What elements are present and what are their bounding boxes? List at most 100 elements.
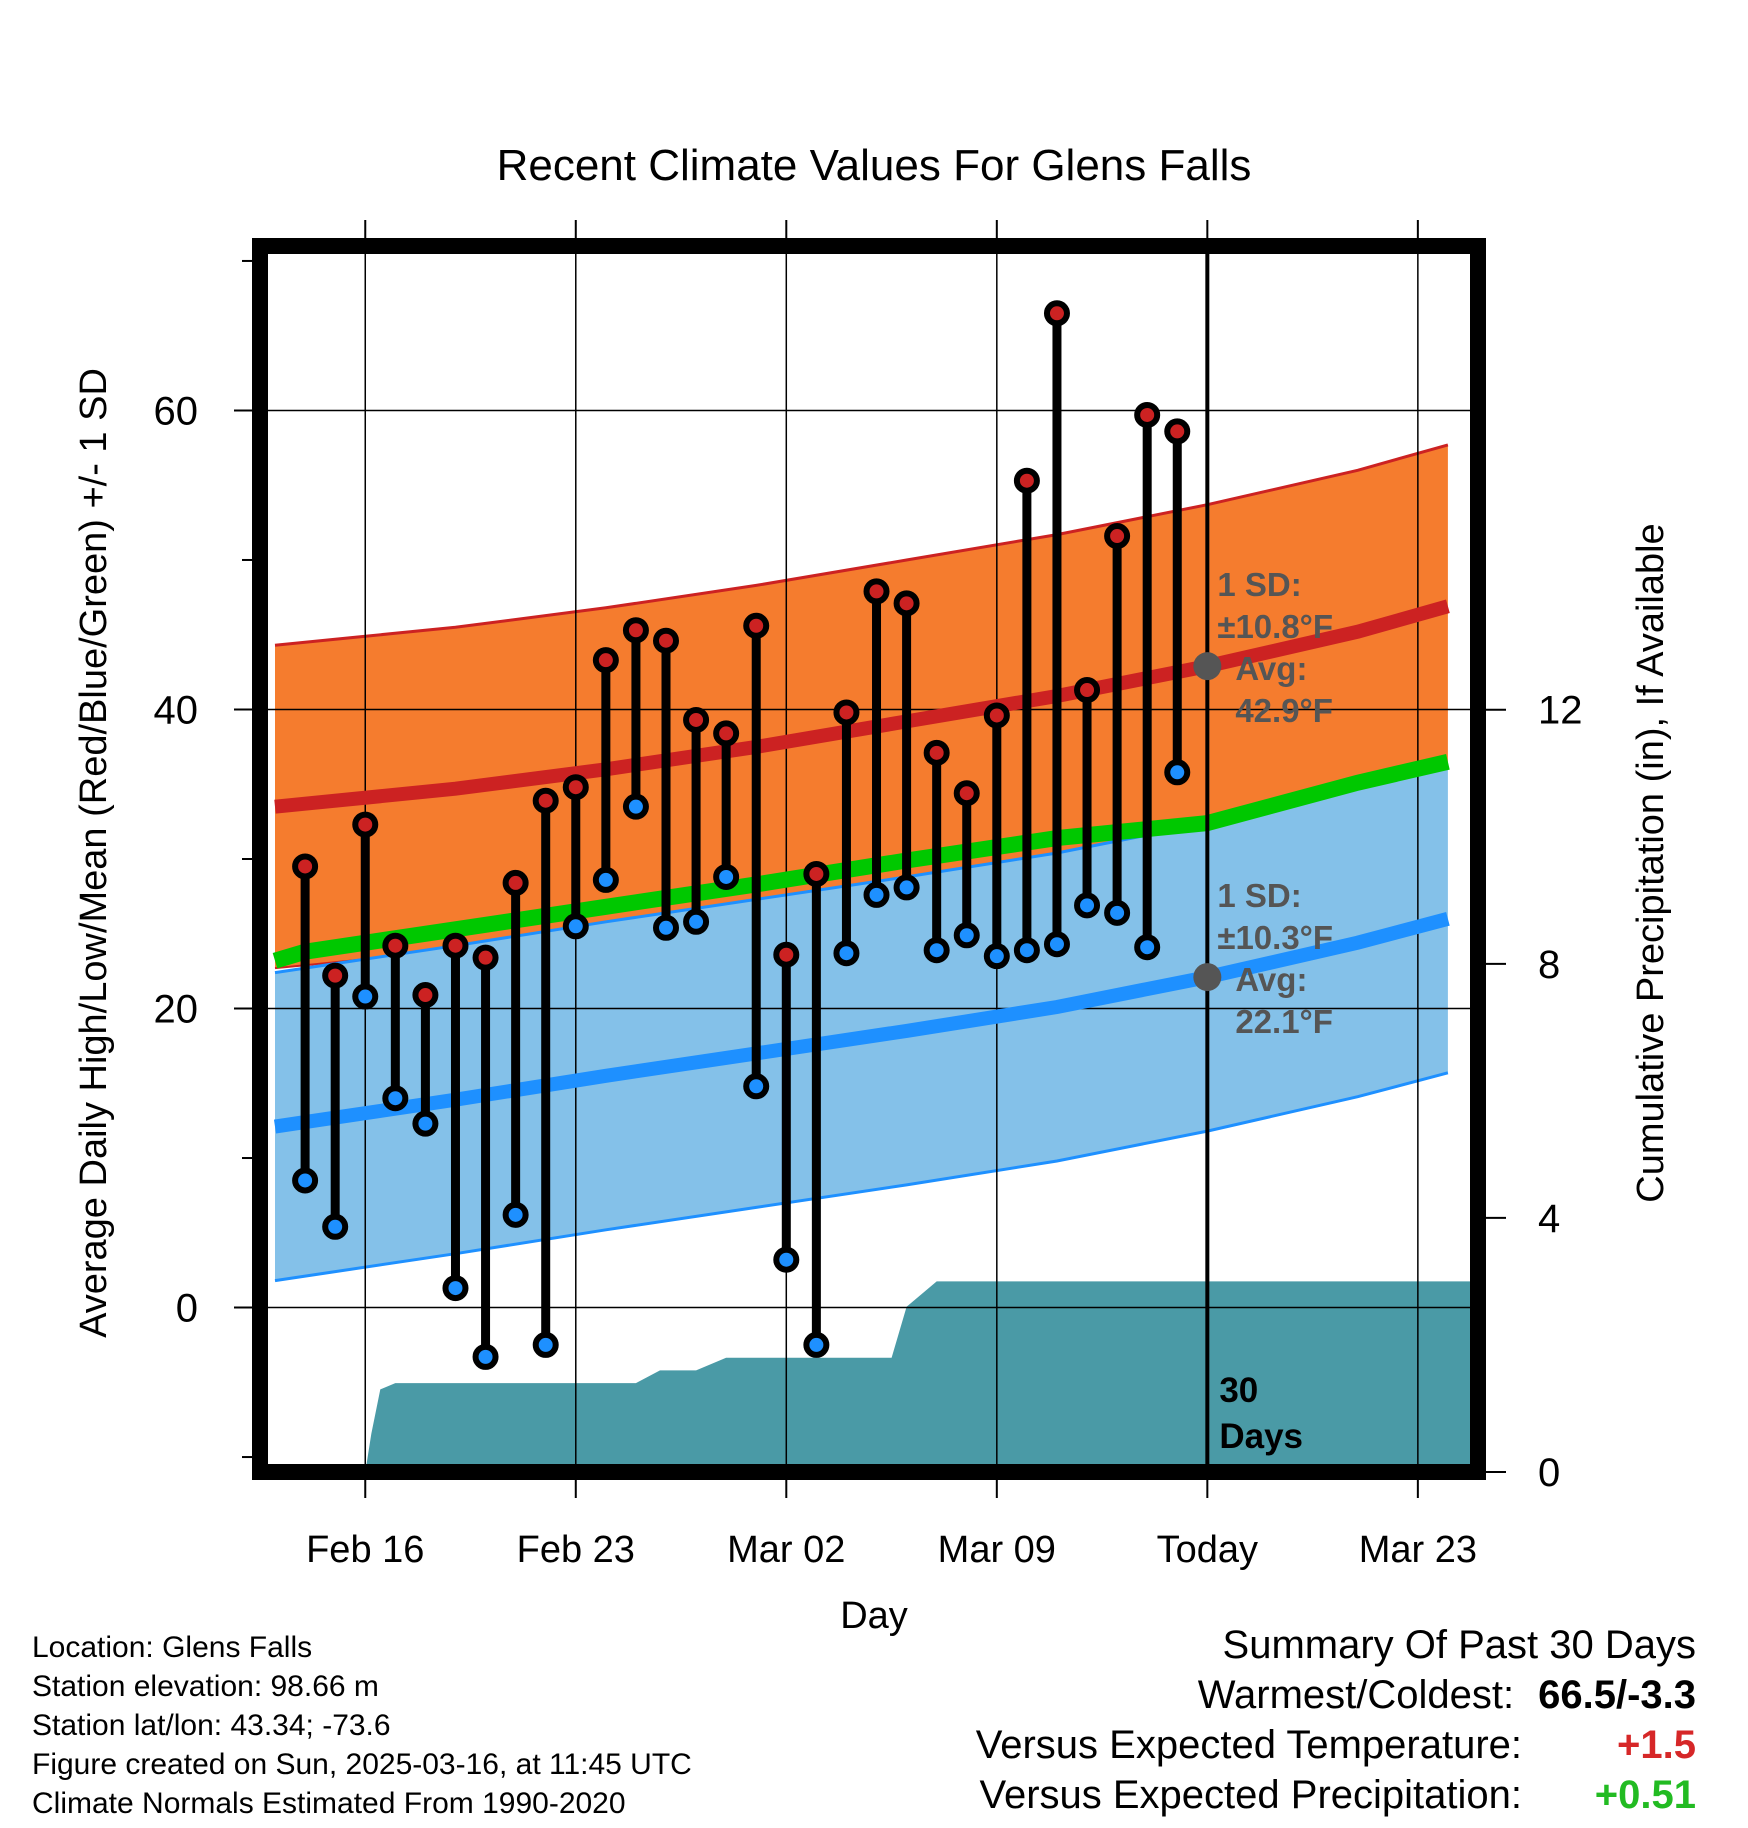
daily-high-point-0 (292, 853, 319, 880)
low-sd-label: 1 SD: (1217, 877, 1301, 914)
y2-axis-label: Cumulative Precipitation (in), If Availa… (1630, 523, 1672, 1202)
meta-location: Location: Glens Falls (32, 1631, 313, 1664)
daily-low-point-5 (442, 1275, 469, 1302)
daily-low-point-9 (562, 913, 589, 940)
normal-mean-line (272, 754, 1450, 969)
low-avg-marker (1193, 963, 1222, 992)
x-tick-label-1: Feb 23 (517, 1529, 635, 1571)
daily-high-point-4 (412, 982, 439, 1009)
high-avg-label: Avg: (1235, 650, 1307, 687)
high-sd-label: 1 SD: (1217, 566, 1301, 603)
daily-high-point-9 (562, 774, 589, 801)
daily-high-point-1 (322, 962, 349, 989)
precip-label: Versus Expected Precipitation: (979, 1773, 1522, 1817)
summary-precip-row: Versus Expected Precipitation: +0.51 (976, 1770, 1696, 1820)
daily-low-point-16 (773, 1246, 800, 1273)
summary-temp-row: Versus Expected Temperature: +1.5 (976, 1720, 1696, 1770)
summary-title: Summary Of Past 30 Days (1222, 1623, 1696, 1667)
daily-high-point-20 (893, 590, 920, 617)
daily-low-point-23 (983, 943, 1010, 970)
days-word-label: Days (1219, 1417, 1303, 1456)
warm-cold-value: 66.5/-3.3 (1538, 1673, 1696, 1717)
daily-high-point-16 (773, 941, 800, 968)
daily-high-point-23 (983, 702, 1010, 729)
daily-low-point-29 (1164, 759, 1191, 786)
daily-high-point-24 (1013, 467, 1040, 494)
daily-high-point-11 (622, 617, 649, 644)
x-tick-label-2: Mar 02 (727, 1529, 845, 1571)
daily-low-point-1 (322, 1213, 349, 1240)
daily-high-point-2 (352, 811, 379, 838)
high-avg-value: 42.9°F (1235, 692, 1333, 729)
meta-normals: Climate Normals Estimated From 1990-2020 (32, 1787, 626, 1820)
y2-tick-label-2: 8 (1538, 943, 1560, 987)
low-sd-value: ±10.3°F (1217, 919, 1333, 956)
summary-warm-cold-row: Warmest/Coldest: 66.5/-3.3 (976, 1670, 1696, 1720)
meta-created: Figure created on Sun, 2025-03-16, at 11… (32, 1748, 692, 1781)
daily-low-point-22 (953, 922, 980, 949)
high-sd-value: ±10.8°F (1217, 608, 1333, 645)
daily-low-point-3 (382, 1085, 409, 1112)
x-tick-label-5: Mar 23 (1359, 1529, 1477, 1571)
chart-title: Recent Climate Values For Glens Falls (497, 141, 1252, 190)
low-avg-value: 22.1°F (1235, 1003, 1333, 1040)
days-count-label: 30 (1219, 1371, 1258, 1410)
x-tick-label-3: Mar 09 (938, 1529, 1056, 1571)
summary-panel: Summary Of Past 30 Days Warmest/Coldest:… (976, 1620, 1696, 1820)
precip-value: +0.51 (1594, 1773, 1696, 1817)
daily-low-point-24 (1013, 937, 1040, 964)
daily-low-point-2 (352, 983, 379, 1010)
y2-tick-label-3: 12 (1538, 689, 1583, 733)
daily-high-point-3 (382, 932, 409, 959)
low-avg-label: Avg: (1235, 961, 1307, 998)
daily-low-point-17 (803, 1331, 830, 1358)
y2-tick-label-0: 0 (1538, 1451, 1560, 1495)
daily-high-point-14 (713, 720, 740, 747)
daily-high-point-13 (683, 706, 710, 733)
daily-high-point-17 (803, 860, 830, 887)
temp-value: +1.5 (1617, 1723, 1696, 1767)
daily-low-point-25 (1043, 931, 1070, 958)
daily-high-point-27 (1104, 523, 1131, 550)
daily-high-point-25 (1043, 300, 1070, 327)
daily-high-point-8 (532, 787, 559, 814)
meta-elevation: Station elevation: 98.66 m (32, 1670, 379, 1703)
y-tick-label-3: 60 (154, 389, 199, 433)
y-tick-label-2: 40 (154, 688, 199, 732)
daily-low-point-19 (863, 881, 890, 908)
daily-high-point-15 (743, 612, 770, 639)
y-tick-label-0: 0 (176, 1287, 198, 1331)
daily-high-point-26 (1074, 677, 1101, 704)
daily-low-point-20 (893, 874, 920, 901)
daily-low-point-7 (502, 1201, 529, 1228)
daily-low-point-27 (1104, 899, 1131, 926)
daily-low-point-14 (713, 863, 740, 890)
low-sd-lower-edge (274, 1071, 1449, 1283)
y-axis-label: Average Daily High/Low/Mean (Red/Blue/Gr… (73, 368, 115, 1338)
daily-low-point-12 (653, 914, 679, 941)
daily-low-point-0 (292, 1167, 319, 1194)
high-sd-upper-edge (274, 443, 1449, 647)
daily-low-point-8 (532, 1331, 559, 1358)
daily-high-point-12 (653, 627, 679, 654)
plot-area: 1 SD: ±10.8°F Avg: 42.9°F 1 SD: ±10.3°F Avg: 22… (154, 220, 1583, 1571)
daily-low-point-10 (592, 866, 619, 893)
normal-low-line (273, 912, 1450, 1134)
daily-low-point-28 (1134, 934, 1161, 961)
daily-high-point-10 (592, 647, 619, 674)
plot-frame (252, 238, 1486, 1480)
meta-latlon: Station lat/lon: 43.34; -73.6 (32, 1709, 391, 1742)
daily-high-point-22 (953, 780, 980, 807)
daily-high-point-7 (502, 869, 529, 896)
daily-low-point-4 (412, 1110, 439, 1137)
y2-tick-label-1: 4 (1538, 1197, 1560, 1241)
plot-content (260, 246, 1478, 1472)
precip-area (332, 1281, 1478, 1472)
temp-label: Versus Expected Temperature: (975, 1723, 1522, 1767)
daily-high-point-21 (923, 739, 950, 766)
high-avg-marker (1193, 652, 1222, 681)
x-tick-label-4: Today (1157, 1529, 1258, 1571)
daily-low-point-15 (743, 1073, 770, 1100)
daily-low-point-11 (622, 793, 649, 820)
